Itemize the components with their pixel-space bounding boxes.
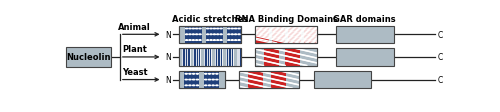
Bar — [194, 49, 200, 66]
Bar — [190, 49, 194, 66]
Text: C: C — [438, 75, 442, 84]
Circle shape — [192, 85, 194, 86]
Bar — [184, 71, 199, 88]
Bar — [239, 71, 299, 88]
Bar — [300, 49, 318, 66]
Text: N: N — [165, 53, 171, 62]
Bar — [264, 49, 279, 66]
Bar — [179, 71, 225, 88]
Bar — [302, 26, 304, 44]
Bar — [256, 49, 264, 66]
Bar — [256, 49, 318, 66]
Bar — [304, 26, 318, 44]
Text: N: N — [165, 31, 171, 39]
Text: Animal: Animal — [118, 23, 151, 32]
Bar — [233, 49, 236, 66]
Bar — [179, 49, 241, 66]
Bar — [179, 71, 225, 88]
Circle shape — [196, 85, 198, 86]
Bar — [226, 49, 233, 66]
Bar — [256, 26, 269, 44]
Text: Nucleolin: Nucleolin — [66, 53, 111, 62]
Bar — [66, 48, 111, 67]
Bar — [256, 26, 318, 44]
Bar — [248, 71, 263, 88]
Bar — [199, 71, 204, 88]
Bar — [285, 49, 300, 66]
Text: GAR domains: GAR domains — [334, 15, 396, 24]
Bar — [215, 49, 222, 66]
Bar — [179, 49, 241, 66]
Circle shape — [189, 85, 191, 86]
Bar — [285, 26, 288, 44]
Bar — [271, 71, 285, 88]
Bar — [200, 49, 204, 66]
Circle shape — [212, 85, 214, 86]
Circle shape — [216, 85, 218, 86]
Text: RNA Binding Domains: RNA Binding Domains — [235, 15, 338, 24]
Bar — [182, 49, 190, 66]
Bar — [288, 26, 302, 44]
Bar — [314, 71, 371, 88]
Bar — [204, 49, 212, 66]
Bar — [179, 26, 241, 44]
Circle shape — [208, 85, 210, 86]
Text: Plant: Plant — [122, 45, 147, 54]
Text: N: N — [165, 75, 171, 84]
Bar — [256, 49, 318, 66]
Bar — [202, 26, 206, 44]
Bar — [222, 49, 226, 66]
Bar — [218, 71, 225, 88]
Bar — [236, 49, 241, 66]
Bar — [239, 71, 248, 88]
Bar — [336, 49, 394, 66]
Text: Acidic stretches: Acidic stretches — [172, 15, 248, 24]
Bar — [336, 26, 394, 44]
Bar — [286, 71, 299, 88]
Text: C: C — [438, 53, 442, 62]
Bar — [239, 71, 299, 88]
Bar — [212, 49, 215, 66]
Bar — [204, 71, 218, 88]
Bar — [179, 49, 182, 66]
Bar — [179, 26, 185, 44]
Bar — [272, 26, 285, 44]
Bar — [185, 26, 202, 44]
Bar — [279, 49, 285, 66]
Bar — [227, 26, 241, 44]
Bar — [269, 26, 272, 44]
Circle shape — [185, 85, 188, 86]
Bar — [179, 26, 241, 44]
Text: C: C — [438, 31, 442, 39]
Text: Yeast: Yeast — [122, 67, 148, 76]
Bar — [223, 26, 227, 44]
Bar — [179, 71, 184, 88]
Bar — [206, 26, 223, 44]
Bar — [256, 26, 318, 44]
Circle shape — [204, 85, 207, 86]
Bar — [263, 71, 271, 88]
